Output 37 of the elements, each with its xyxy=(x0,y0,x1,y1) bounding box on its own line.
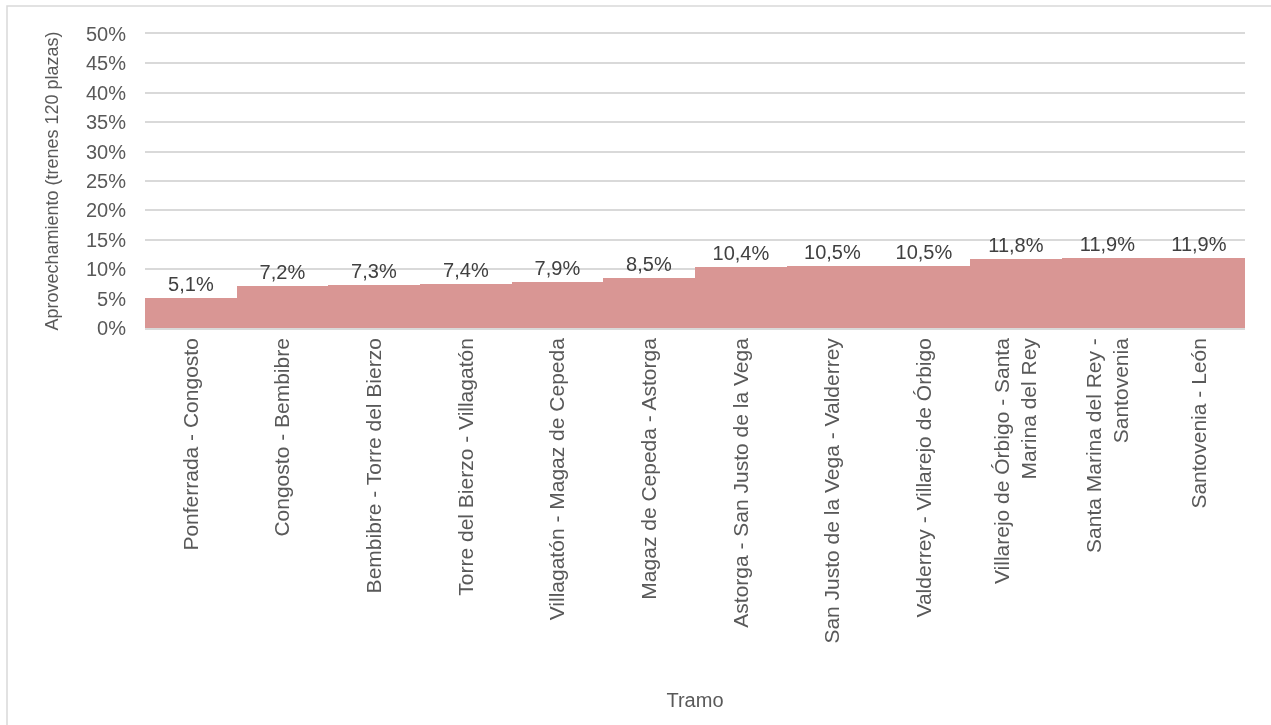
y-tick-label: 5% xyxy=(97,287,127,310)
y-tick-label: 50% xyxy=(85,23,127,45)
y-tick-label: 15% xyxy=(85,228,127,251)
data-label: 11,9% xyxy=(1171,233,1227,255)
y-tick-label: 30% xyxy=(85,140,127,163)
x-tick-label: Ponferrada - Congosto xyxy=(178,338,202,551)
x-tick-label: Villarejo de Órbigo - Santa Marina del Rey xyxy=(990,337,1041,585)
y-tick-label: 25% xyxy=(85,170,127,192)
x-tick-label: Bembibre - Torre del Bierzo xyxy=(362,338,385,594)
x-tick-label: Congosto - Bembibre xyxy=(270,338,294,537)
y-tick-label: 10% xyxy=(85,258,127,281)
data-label: 11,8% xyxy=(988,234,1044,256)
x-tick-label: San Justo de la Vega - Valderrey xyxy=(820,337,844,644)
data-label: 10,5% xyxy=(804,241,861,263)
y-tick-label: 35% xyxy=(85,111,127,134)
x-tick-label: Magaz de Cepeda - Astorga xyxy=(636,337,660,600)
y-axis-title: Aprovechamiento (trenes 120 plazas) xyxy=(42,31,63,331)
x-tick-label: Santovenia - León xyxy=(1186,338,1210,509)
x-axis-title: Tramo xyxy=(666,688,724,711)
y-tick-label: 45% xyxy=(85,52,127,75)
y-tick-label: 40% xyxy=(85,81,127,104)
data-label: 8,5% xyxy=(626,253,672,275)
y-tick-label: 0% xyxy=(97,317,127,339)
data-label: 10,5% xyxy=(895,241,953,263)
data-label: 11,9% xyxy=(1079,233,1136,255)
x-tick-label: Villagatón - Magaz de Cepeda xyxy=(545,337,569,621)
x-tick-label: Astorga - San Justo de la Vega xyxy=(728,337,752,628)
x-tick-label: Valderrey - Villarejo de Órbigo xyxy=(911,338,935,618)
data-label: 10,4% xyxy=(712,242,770,264)
data-label: 7,3% xyxy=(351,260,397,282)
data-label: 7,9% xyxy=(534,257,581,279)
data-label: 7,2% xyxy=(259,261,306,283)
y-tick-label: 20% xyxy=(85,199,127,222)
data-label: 5,1% xyxy=(168,273,214,295)
data-label: 7,4% xyxy=(443,259,489,281)
x-tick-label: Torre del Bierzo - Villagatón xyxy=(453,338,477,596)
x-tick-label: Santa Marina del Rey - Santovenia xyxy=(1081,337,1132,553)
